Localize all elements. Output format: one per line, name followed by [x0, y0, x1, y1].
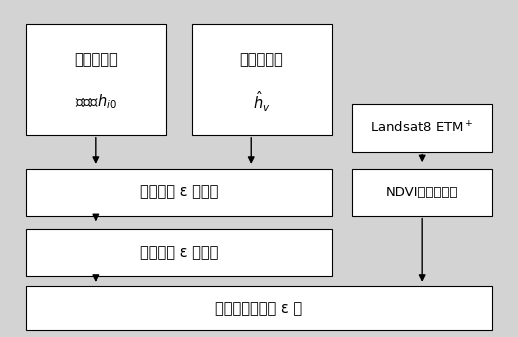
Text: NDVI、联合煿值: NDVI、联合煿值 [386, 186, 458, 198]
FancyBboxPatch shape [352, 168, 492, 216]
Text: Landsat8 ETM$^+$: Landsat8 ETM$^+$ [370, 120, 474, 136]
FancyBboxPatch shape [352, 104, 492, 152]
FancyBboxPatch shape [26, 168, 332, 216]
FancyBboxPatch shape [192, 24, 332, 135]
Text: 均树高$h_{i0}$: 均树高$h_{i0}$ [75, 92, 117, 111]
Text: 补偿系数 ε 改正值: 补偿系数 ε 改正值 [139, 245, 218, 260]
FancyBboxPatch shape [26, 24, 166, 135]
Text: 实测样地平: 实测样地平 [74, 52, 118, 67]
FancyBboxPatch shape [26, 286, 492, 330]
Text: 补偿系数 ε 逆运算: 补偿系数 ε 逆运算 [139, 185, 218, 200]
Text: $\hat{h}_{v}$: $\hat{h}_{v}$ [253, 89, 270, 114]
Text: 变化的补偿系数 ε 图: 变化的补偿系数 ε 图 [215, 301, 303, 316]
FancyBboxPatch shape [26, 229, 332, 276]
Text: 初步估测的: 初步估测的 [240, 52, 283, 67]
